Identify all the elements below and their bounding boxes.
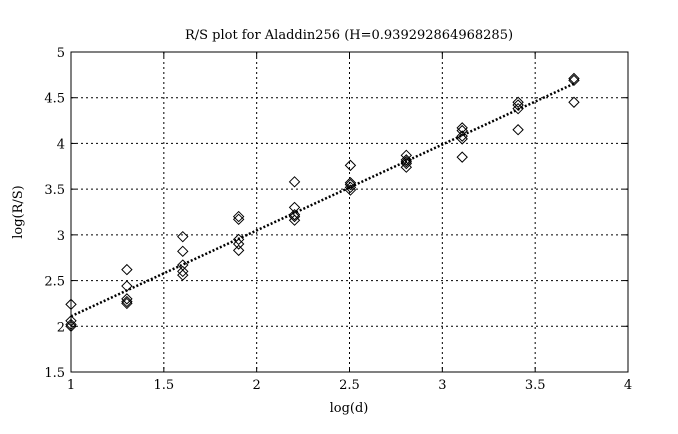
data-point-diamond bbox=[121, 295, 133, 308]
y-tick-label: 2 bbox=[57, 320, 65, 335]
y-axis-label: log(R/S) bbox=[11, 185, 26, 239]
y-tick-label: 2.5 bbox=[44, 275, 65, 290]
plot-frame bbox=[70, 51, 629, 373]
data-point-diamond bbox=[456, 133, 468, 145]
data-point-diamond bbox=[568, 96, 580, 108]
data-point-diamond bbox=[177, 265, 189, 278]
y-tick-label: 5 bbox=[57, 46, 65, 61]
data-point-diamond bbox=[288, 214, 301, 226]
data-point-diamond bbox=[344, 178, 357, 191]
fit-line bbox=[70, 82, 575, 318]
data-point-diamond bbox=[456, 122, 468, 134]
data-point-diamond bbox=[232, 210, 245, 223]
chart-title: R/S plot for Aladdin256 (H=0.93929286496… bbox=[185, 28, 513, 43]
y-tick-label: 4.5 bbox=[44, 92, 65, 107]
data-point-diamond bbox=[177, 259, 189, 271]
data-point-diamond bbox=[121, 297, 133, 310]
data-point-diamond bbox=[344, 159, 357, 172]
data-point-diamond bbox=[512, 124, 524, 136]
data-point-diamond bbox=[288, 176, 301, 188]
data-point-diamond bbox=[232, 238, 245, 250]
x-axis-label: log(d) bbox=[330, 401, 369, 416]
x-tick-label: 1 bbox=[67, 378, 75, 393]
data-point-diamond bbox=[456, 124, 468, 137]
data-point-diamond bbox=[232, 244, 245, 257]
x-tick-label: 1.5 bbox=[153, 378, 174, 393]
x-tick-label: 3 bbox=[438, 378, 446, 393]
data-point-diamond bbox=[177, 245, 189, 258]
y-tick-label: 4 bbox=[57, 137, 65, 152]
data-point-diamond bbox=[121, 293, 133, 305]
data-point-diamond bbox=[288, 210, 301, 223]
data-point-diamond bbox=[512, 96, 524, 108]
data-point-diamond bbox=[568, 72, 580, 85]
data-point-diamond bbox=[456, 130, 468, 142]
data-point-diamond bbox=[177, 269, 189, 281]
data-point-diamond bbox=[400, 157, 413, 170]
data-point-diamond bbox=[288, 201, 301, 214]
x-tick-label: 2 bbox=[253, 378, 261, 393]
y-tick-label: 3 bbox=[57, 229, 65, 244]
data-point-diamond bbox=[344, 177, 357, 189]
data-point-diamond bbox=[400, 161, 413, 173]
data-point-diamond bbox=[177, 230, 189, 243]
y-tick-label: 1.5 bbox=[44, 366, 65, 381]
data-point-diamond bbox=[232, 213, 245, 226]
y-tick-label: 3.5 bbox=[44, 183, 65, 198]
x-tick-label: 2.5 bbox=[339, 378, 360, 393]
x-tick-label: 3.5 bbox=[525, 378, 546, 393]
data-point-diamond bbox=[400, 154, 413, 166]
data-point-diamond bbox=[344, 181, 357, 194]
data-point-diamond bbox=[288, 209, 301, 221]
x-tick-label: 4 bbox=[624, 378, 632, 393]
data-point-diamond bbox=[568, 74, 580, 87]
data-point-diamond bbox=[121, 263, 133, 276]
data-point-diamond bbox=[456, 151, 468, 163]
